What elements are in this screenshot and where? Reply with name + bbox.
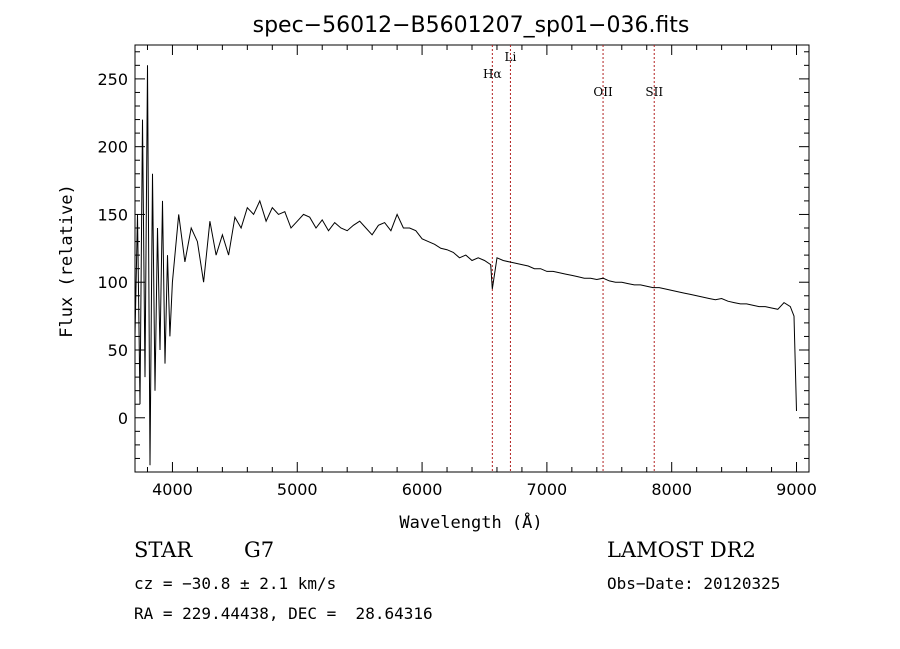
x-tick-label: 5000 — [277, 480, 318, 499]
spectrum-chart: spec−56012−B5601207_sp01−036.fits Flux (… — [57, 13, 817, 533]
chart-title: spec−56012−B5601207_sp01−036.fits — [253, 13, 690, 38]
x-axis-label: Wavelength (Å) — [399, 511, 542, 533]
x-tick-label: 4000 — [152, 480, 193, 499]
y-tick-label: 150 — [97, 205, 128, 224]
y-tick-label: 100 — [97, 273, 128, 292]
spectral-line-label: OII — [593, 85, 613, 99]
survey-name: LAMOST DR2 — [607, 538, 756, 562]
y-tick-label: 250 — [97, 70, 128, 89]
axis-ticks: 4000 5000 6000 7000 8000 9000 0 50 100 150 200 250 — [97, 45, 817, 499]
y-axis-label: Flux (relative) — [57, 184, 77, 338]
y-tick-label: 50 — [108, 341, 128, 360]
spectrum-line — [134, 65, 797, 466]
y-tick-label: 200 — [97, 138, 128, 157]
plot-frame — [134, 44, 810, 473]
spectral-line-label: Li — [505, 50, 517, 64]
redshift-cz: cz = −30.8 ± 2.1 km/s — [134, 574, 337, 593]
x-tick-label: 9000 — [776, 480, 817, 499]
coordinates: RA = 229.44438, DEC = 28.64316 — [134, 604, 433, 623]
y-tick-label: 0 — [118, 409, 128, 428]
x-tick-label: 6000 — [402, 480, 443, 499]
spectral-line-label: SII — [645, 85, 663, 99]
x-tick-label: 7000 — [527, 480, 568, 499]
spectral-line-label: Hα — [483, 67, 502, 81]
x-tick-label: 8000 — [651, 480, 692, 499]
object-subclass: G7 — [244, 538, 275, 562]
object-class: STAR — [134, 538, 193, 562]
observation-date: Obs−Date: 20120325 — [607, 574, 781, 593]
